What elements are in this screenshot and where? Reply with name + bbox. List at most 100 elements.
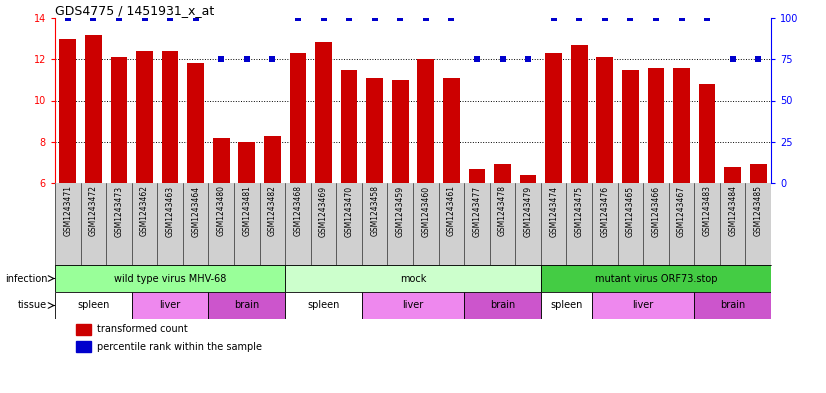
Bar (545, 53, 562, 183)
Text: mutant virus ORF73.stop: mutant virus ORF73.stop (595, 274, 717, 283)
Bar (443, 78, 459, 183)
Bar (362, 292, 464, 319)
Bar (750, 164, 767, 183)
Point (164, 15, 177, 21)
Bar (695, 292, 771, 319)
Bar (341, 70, 358, 183)
Bar (213, 138, 230, 183)
Bar (571, 45, 587, 183)
Bar (264, 136, 281, 183)
Text: GSM1243476: GSM1243476 (601, 185, 610, 237)
Point (521, 56, 534, 62)
Point (496, 56, 509, 62)
Point (444, 15, 458, 21)
Point (266, 56, 279, 62)
Text: GDS4775 / 1451931_x_at: GDS4775 / 1451931_x_at (55, 4, 214, 17)
Point (215, 56, 228, 62)
Bar (208, 292, 285, 319)
Text: percentile rank within the sample: percentile rank within the sample (97, 342, 262, 352)
Point (726, 56, 739, 62)
Bar (596, 57, 613, 183)
Point (752, 56, 765, 62)
Point (292, 15, 305, 21)
Text: brain: brain (720, 301, 745, 310)
Text: GSM1243473: GSM1243473 (115, 185, 123, 237)
Text: spleen: spleen (307, 301, 339, 310)
Bar (392, 80, 409, 183)
Text: GSM1243462: GSM1243462 (140, 185, 149, 237)
Text: GSM1243463: GSM1243463 (165, 185, 174, 237)
Bar (417, 59, 434, 183)
Text: GSM1243482: GSM1243482 (268, 185, 277, 236)
Bar (724, 167, 741, 183)
Point (572, 15, 586, 21)
Text: GSM1243472: GSM1243472 (89, 185, 97, 237)
Bar (136, 51, 153, 183)
Point (240, 56, 254, 62)
Bar (367, 78, 383, 183)
Bar (111, 57, 127, 183)
Bar (673, 68, 690, 183)
Text: GSM1243481: GSM1243481 (242, 185, 251, 236)
Text: GSM1243478: GSM1243478 (498, 185, 507, 237)
Bar (541, 265, 771, 292)
Text: GSM1243485: GSM1243485 (753, 185, 762, 237)
Text: GSM1243480: GSM1243480 (216, 185, 225, 237)
Text: tissue: tissue (18, 301, 47, 310)
Text: liver: liver (159, 301, 181, 310)
Bar (699, 84, 715, 183)
Text: GSM1243468: GSM1243468 (293, 185, 302, 237)
Point (470, 56, 483, 62)
Bar (239, 142, 255, 183)
Text: liver: liver (633, 301, 653, 310)
Point (61, 15, 74, 21)
Bar (592, 292, 695, 319)
Bar (188, 63, 204, 183)
Text: GSM1243467: GSM1243467 (677, 185, 686, 237)
Text: GSM1243461: GSM1243461 (447, 185, 456, 237)
Bar (55, 292, 131, 319)
Text: GSM1243465: GSM1243465 (626, 185, 635, 237)
Point (138, 15, 151, 21)
Bar (648, 68, 664, 183)
Text: liver: liver (402, 301, 424, 310)
Text: GSM1243474: GSM1243474 (549, 185, 558, 237)
Text: GSM1243484: GSM1243484 (729, 185, 737, 237)
Text: GSM1243470: GSM1243470 (344, 185, 354, 237)
Bar (85, 35, 102, 183)
Text: transformed count: transformed count (97, 324, 188, 334)
Point (317, 15, 330, 21)
Point (675, 15, 688, 21)
Bar (285, 292, 362, 319)
Bar (131, 292, 208, 319)
Text: infection: infection (5, 274, 47, 283)
Bar (59, 39, 76, 183)
Text: GSM1243477: GSM1243477 (472, 185, 482, 237)
Point (649, 15, 662, 21)
Text: spleen: spleen (550, 301, 582, 310)
Point (394, 15, 407, 21)
Text: GSM1243459: GSM1243459 (396, 185, 405, 237)
Bar (316, 42, 332, 183)
Bar (77, 323, 91, 335)
Bar (290, 53, 306, 183)
Text: GSM1243471: GSM1243471 (64, 185, 73, 237)
Point (87, 15, 100, 21)
Text: GSM1243483: GSM1243483 (703, 185, 711, 237)
Text: GSM1243458: GSM1243458 (370, 185, 379, 237)
Text: mock: mock (400, 274, 426, 283)
Bar (55, 265, 285, 292)
Text: brain: brain (234, 301, 259, 310)
Point (419, 15, 432, 21)
Text: GSM1243466: GSM1243466 (652, 185, 661, 237)
Point (368, 15, 382, 21)
Text: GSM1243469: GSM1243469 (319, 185, 328, 237)
Bar (494, 164, 510, 183)
Bar (541, 292, 592, 319)
Point (547, 15, 560, 21)
Text: GSM1243475: GSM1243475 (575, 185, 584, 237)
Text: brain: brain (490, 301, 515, 310)
Bar (622, 70, 638, 183)
Point (112, 15, 126, 21)
Point (598, 15, 611, 21)
